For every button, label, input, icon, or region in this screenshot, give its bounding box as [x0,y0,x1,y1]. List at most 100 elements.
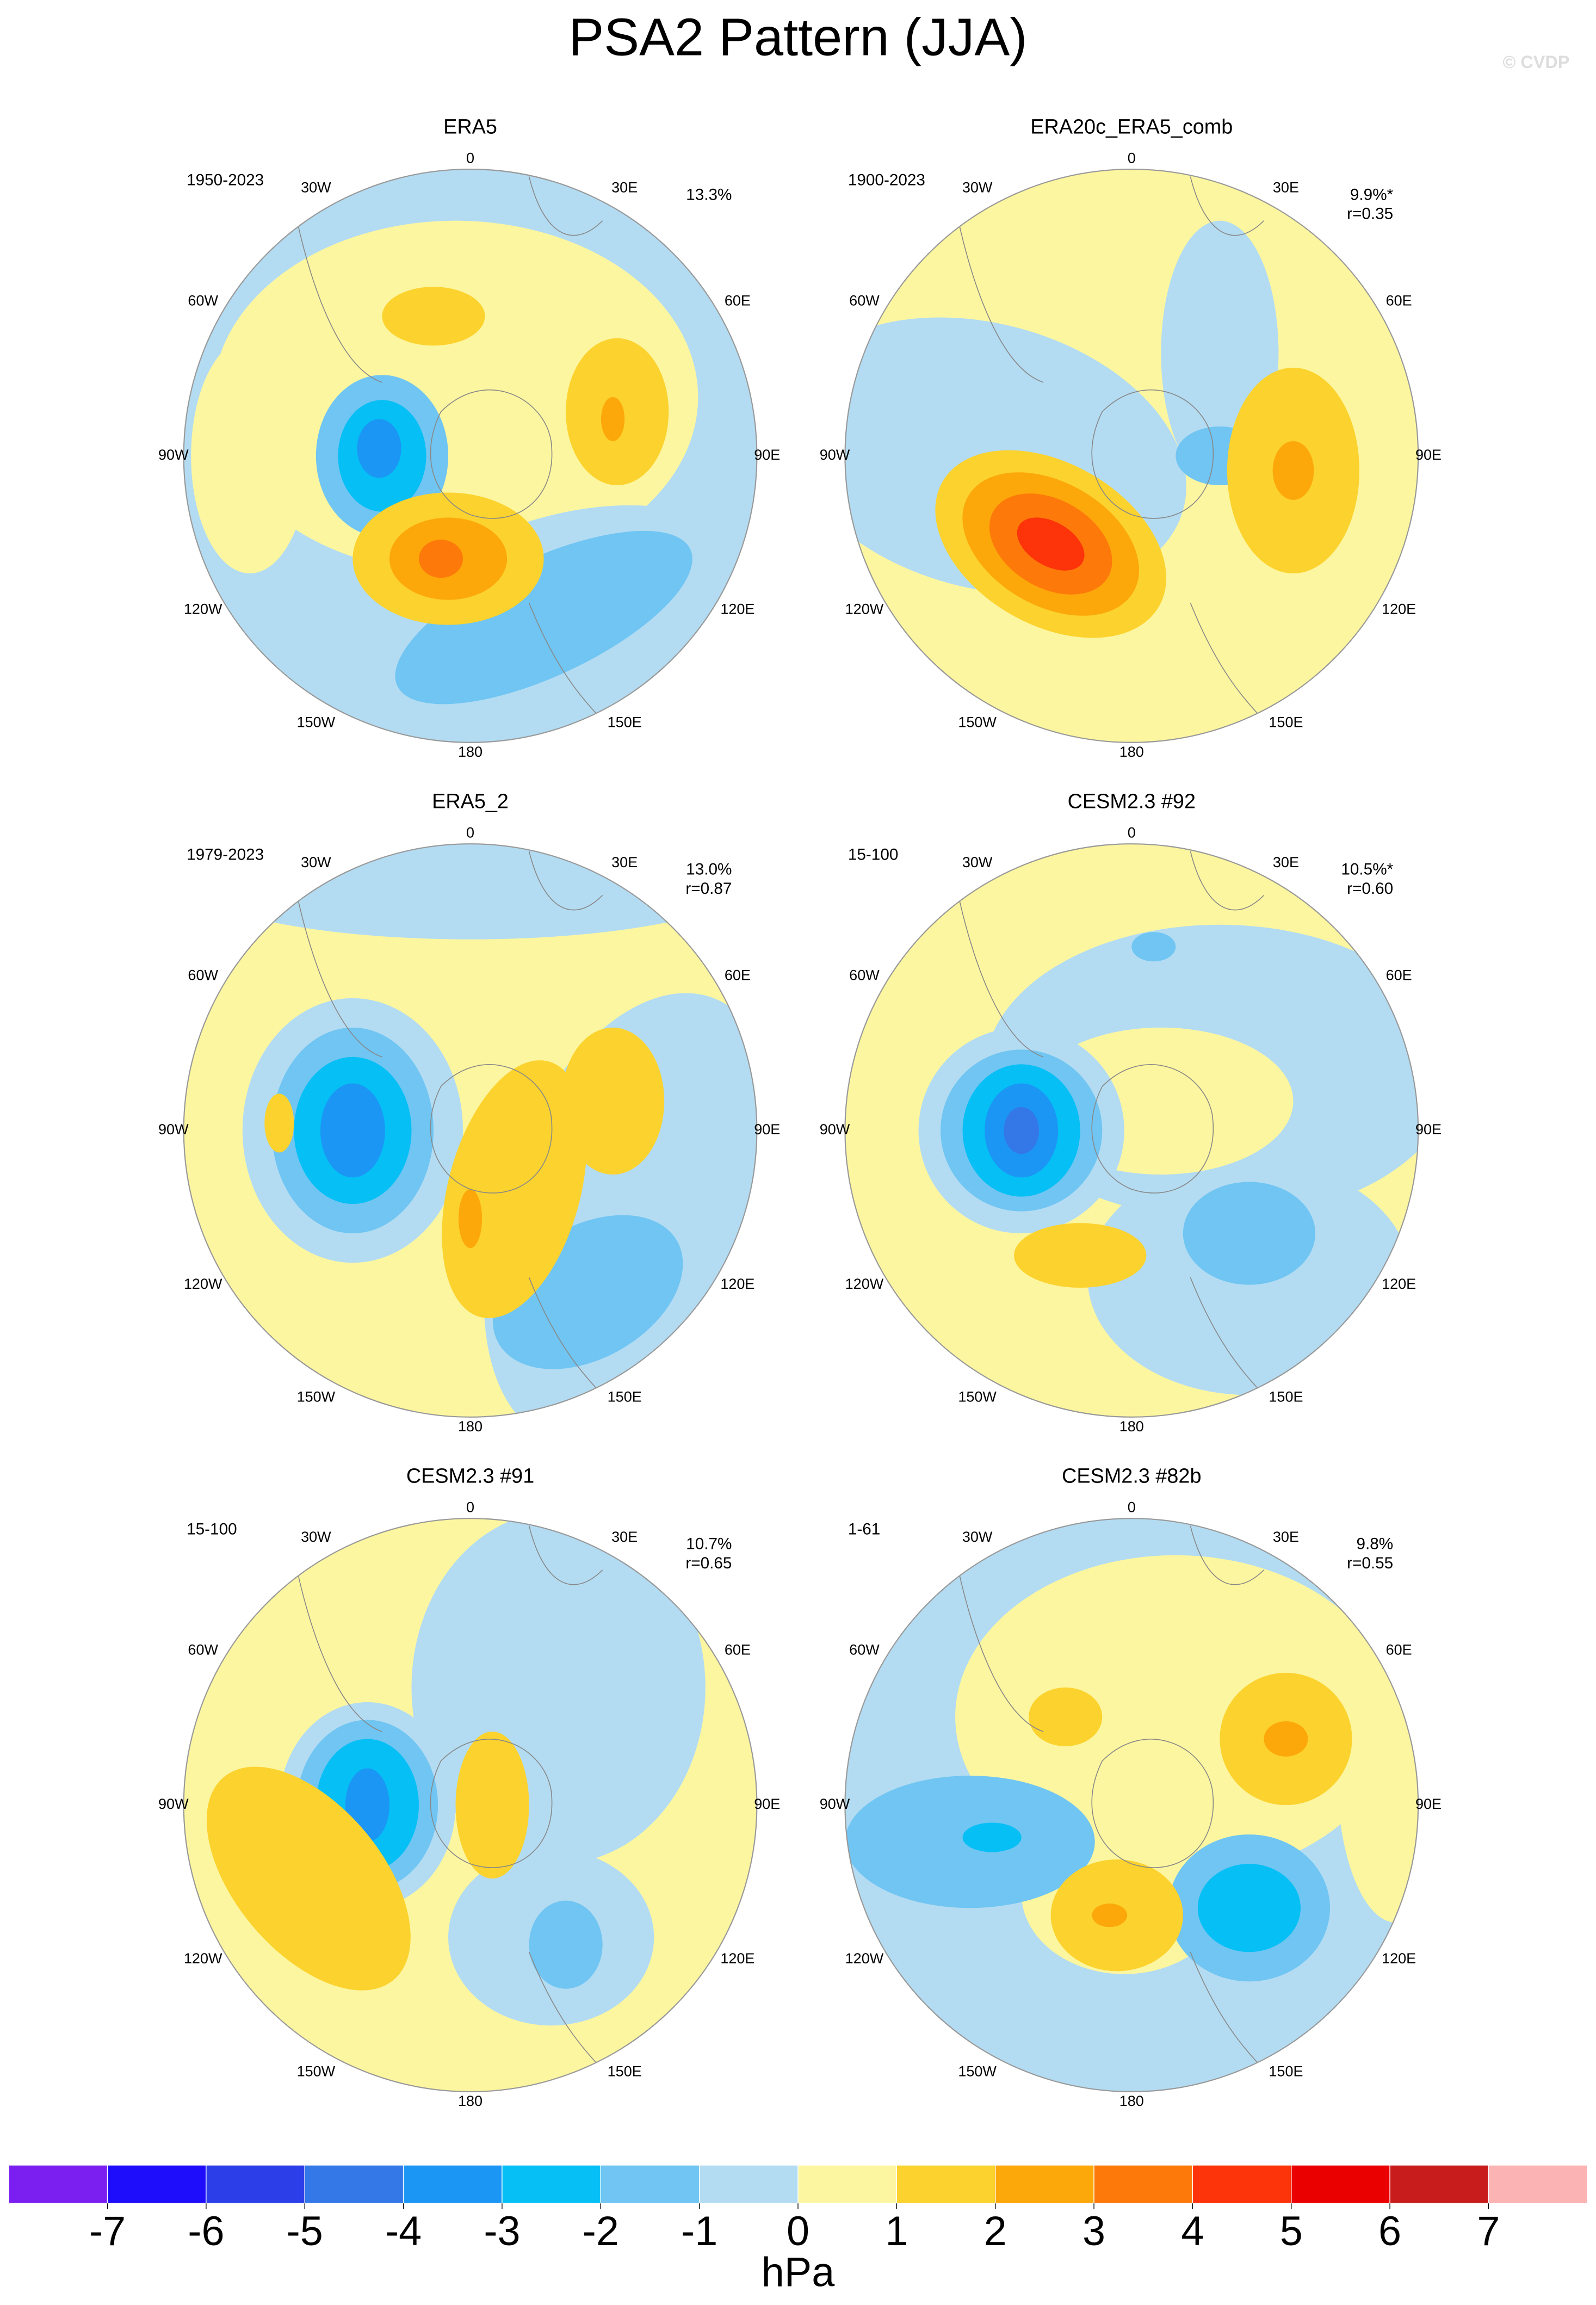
longitude-label: 30E [611,180,638,196]
variance-label: 9.8% [1356,1535,1393,1553]
longitude-label: 180 [458,744,482,760]
map-border [844,1518,1419,2092]
longitude-label: 150W [297,2063,336,2080]
coastline [1091,1739,1214,1868]
longitude-label: 90W [158,447,189,463]
longitude-label: 60W [188,292,218,308]
longitude-label: 180 [1119,744,1144,760]
longitude-label: 30E [1273,1529,1299,1545]
colorbar-tick-label: 7 [1477,2209,1500,2254]
longitude-label: 150W [958,2063,997,2080]
contour-region [395,530,692,705]
longitude-label: 150E [608,1388,642,1405]
colorbar-tick-label: -4 [385,2209,422,2254]
colorbar-box [995,2165,1094,2204]
longitude-label: 180 [1119,2093,1144,2109]
longitude-label: 120W [184,601,222,617]
variance-label: 13.3% [686,186,732,204]
coastline [430,1739,553,1868]
period-label: 1900-2023 [848,171,925,189]
correlation-label: r=0.55 [1347,1554,1393,1572]
period-label: 1979-2023 [187,846,264,864]
panel-title: CESM2.3 #82b [1062,1465,1201,1488]
contour-region [1337,1628,1419,1923]
colorbar-box [1488,2165,1588,2204]
longitude-label: 30W [962,180,993,196]
colorbar-box [8,2165,108,2204]
correlation-label: r=0.35 [1347,205,1393,223]
period-label: 15-100 [187,1521,237,1538]
map-panel: 0 30E 60E 90E 120E 150E 180 150W 120W 90W 60W 30W CE… [158,1465,780,2109]
longitude-label: 60W [188,1642,218,1658]
coastline [430,390,553,519]
contours [183,1518,757,2092]
longitude-label: 30W [962,1529,993,1545]
longitude-label: 120W [845,601,884,617]
longitude-label: 60W [849,967,880,983]
variance-label: 10.5%* [1341,861,1393,879]
colorbar-box [698,2165,799,2204]
colorbar-tick-label: -3 [484,2209,520,2254]
longitude-label: 150W [297,1388,336,1405]
colorbar-box [1389,2165,1489,2204]
longitude-label: 150E [1269,714,1303,730]
contour-region [1272,441,1314,500]
colorbar-box [797,2165,898,2204]
longitude-label: 120W [184,1276,222,1292]
panel-title: ERA5_2 [432,790,509,813]
longitude-label: 120W [845,1276,884,1292]
contour-region [191,338,309,574]
longitude-label: 0 [1128,150,1136,166]
contour-region [1131,932,1176,962]
contour-region [357,419,401,478]
longitude-label: 150W [958,714,997,730]
longitude-label: 90E [754,447,780,463]
longitude-label: 90W [158,1796,189,1812]
contour-region [1092,1904,1128,1927]
colorbar-box [502,2165,601,2204]
panel-title: CESM2.3 #92 [1068,790,1196,813]
longitude-label: 90W [820,1121,850,1138]
map-border [844,843,1419,1418]
colorbar-tick-label: -5 [287,2209,323,2254]
colorbar-box [304,2165,404,2204]
watermark: © CVDP [1502,52,1569,72]
colorbar-tick-label: -6 [188,2209,224,2254]
contours [183,844,757,1417]
longitude-label: 90E [1415,1796,1442,1812]
longitude-label: 120E [720,1276,754,1292]
longitude-label: 120E [1382,1276,1416,1292]
longitude-label: 60W [188,967,218,983]
longitude-label: 30E [1273,854,1299,870]
contour-region [1014,1223,1147,1288]
colorbar-tick-label: 6 [1378,2209,1401,2254]
map-panel: 0 30E 60E 90E 120E 150E 180 150W 120W 90W 60W 30W CE… [820,790,1442,1434]
map-panel: 0 30E 60E 90E 120E 150E 180 150W 120W 90W 60W 30W ER… [820,115,1442,760]
longitude-label: 150W [958,1388,997,1405]
contour-region [529,1900,603,1989]
longitude-label: 120E [1382,1950,1416,1967]
contour-region [1029,1687,1103,1746]
correlation-label: r=0.60 [1347,880,1393,898]
contour-region [1004,1107,1040,1154]
map-panel: 0 30E 60E 90E 120E 150E 180 150W 120W 90W 60W 30W ER… [158,790,780,1434]
correlation-label: r=0.87 [685,880,732,898]
correlation-label: r=0.65 [685,1554,732,1572]
colorbar-tick-label: -1 [681,2209,717,2254]
longitude-label: 120E [720,601,754,617]
variance-label: 9.9%* [1350,186,1394,204]
period-label: 15-100 [848,846,899,864]
longitude-label: 60W [849,1642,880,1658]
longitude-label: 0 [1128,1499,1136,1515]
map-border [844,169,1419,743]
longitude-label: 30W [962,854,993,870]
longitude-label: 150E [608,714,642,730]
contour-region [382,287,485,346]
longitude-label: 60E [725,292,751,308]
contour-region [455,1731,529,1879]
colorbar-tick-label: -7 [89,2209,126,2254]
longitude-label: 0 [1128,824,1136,841]
contour-region [411,1518,706,1864]
longitude-label: 90E [1415,1121,1442,1138]
